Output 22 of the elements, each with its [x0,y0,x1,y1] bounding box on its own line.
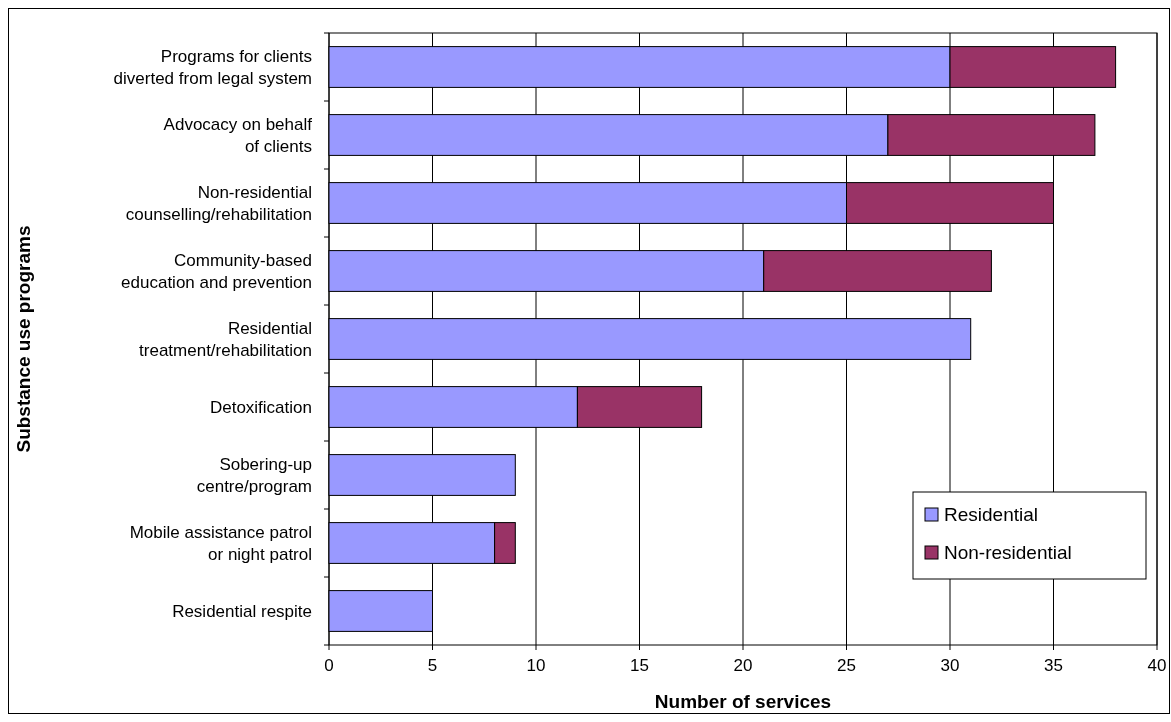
y-tick-label: Residential treatment/rehabilitation [139,319,312,360]
legend-label: Non-residential [944,542,1072,563]
x-tick-label: 40 [1147,656,1167,675]
x-tick-label: 35 [1044,656,1063,675]
y-tick-label: Mobile assistance patrol or night patrol [129,523,312,564]
x-tick-label: 25 [837,656,856,675]
x-tick-label: 10 [526,656,546,675]
y-tick-label: Residential respite [172,602,312,621]
x-axis-title: Number of services [654,691,832,712]
y-axis-title: Substance use programs [13,225,34,453]
y-tick-label: Advocacy on behalf of clients [163,115,313,156]
y-tick-label: Detoxification [209,398,312,417]
y-tick-label: Community-based education and prevention [121,251,312,292]
x-tick-label: 0 [324,656,334,675]
y-tick-label: Programs for clients diverted from legal system [113,47,312,88]
y-tick-label: Sobering-up centre/program [196,455,312,496]
x-tick-label: 30 [940,656,960,675]
y-tick-label: Non-residential counselling/rehabilitation [125,183,312,224]
x-tick-label: 20 [733,656,753,675]
x-tick-label: 5 [427,656,438,675]
x-tick-label: 15 [630,656,649,675]
legend-label: Residential [944,504,1038,525]
